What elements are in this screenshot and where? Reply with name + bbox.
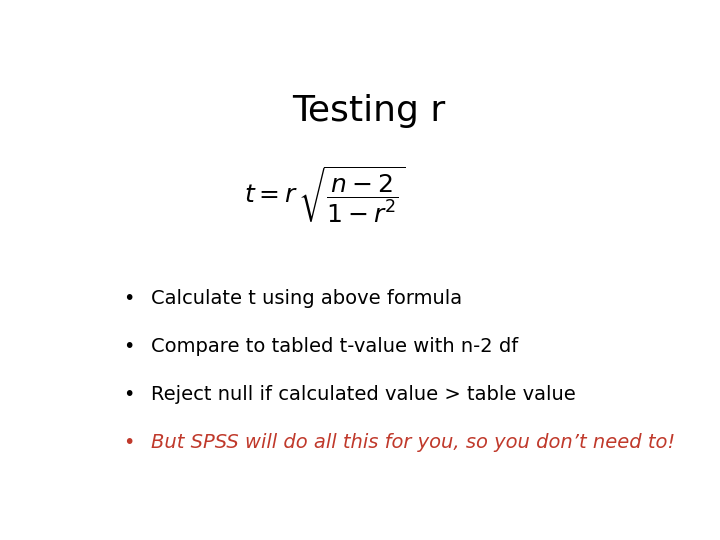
Text: Reject null if calculated value > table value: Reject null if calculated value > table …	[151, 385, 576, 404]
Text: •: •	[124, 385, 135, 404]
Text: Compare to tabled t-value with n-2 df: Compare to tabled t-value with n-2 df	[151, 337, 518, 356]
Text: Calculate t using above formula: Calculate t using above formula	[151, 289, 462, 308]
Text: $t = r\,\sqrt{\dfrac{n-2}{1-r^2}}$: $t = r\,\sqrt{\dfrac{n-2}{1-r^2}}$	[244, 165, 405, 226]
Text: Testing r: Testing r	[292, 94, 446, 128]
Text: But SPSS will do all this for you, so you don’t need to!: But SPSS will do all this for you, so yo…	[151, 433, 675, 452]
Text: •: •	[124, 289, 135, 308]
Text: •: •	[124, 433, 135, 452]
Text: •: •	[124, 337, 135, 356]
